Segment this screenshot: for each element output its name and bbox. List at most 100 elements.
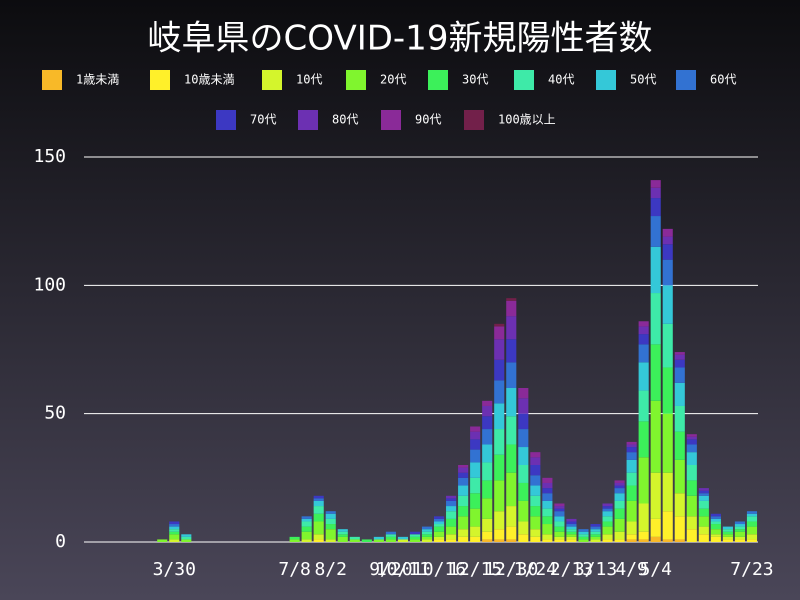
bar-segment	[458, 477, 469, 486]
bar-segment	[518, 429, 529, 448]
bar-segment	[614, 508, 625, 519]
bar-segment	[482, 539, 493, 542]
bar-segment	[482, 429, 493, 445]
bar-segment	[554, 508, 565, 512]
y-tick-label: 150	[33, 146, 66, 167]
bar-segment	[554, 539, 565, 542]
bar-segment	[530, 516, 541, 530]
bar-segment	[446, 526, 457, 535]
x-tick-label: 3/30	[153, 559, 196, 580]
bar-segment	[313, 534, 324, 540]
bar-segment	[590, 531, 601, 535]
bar-segment	[506, 362, 517, 388]
bar-segment	[698, 488, 709, 491]
bar-segment	[506, 416, 517, 445]
bar-segment	[169, 531, 180, 535]
bar-segment	[313, 498, 324, 501]
bar-segment	[746, 513, 758, 517]
bar-segment	[385, 536, 396, 540]
bar-segment	[482, 480, 493, 499]
bar-segment	[602, 506, 613, 509]
bar-segment	[301, 521, 312, 527]
bar-segment	[686, 436, 697, 440]
bar-segment	[674, 405, 685, 432]
bar-segment	[554, 506, 565, 509]
bar-segment	[530, 475, 541, 486]
bar-segment	[421, 531, 433, 535]
bar-segment	[638, 539, 649, 542]
bar-segment	[506, 300, 517, 317]
bar-segment	[494, 403, 505, 430]
legend-label: 1歳未満	[76, 73, 119, 87]
bar-segment	[542, 493, 553, 501]
legend-label: 50代	[630, 73, 656, 87]
bar-segment	[650, 187, 661, 199]
bar-segment	[385, 539, 396, 542]
bar-segment	[614, 480, 625, 483]
bar-segment	[710, 516, 721, 519]
bar-segment	[518, 447, 529, 465]
bar-segment	[686, 495, 697, 517]
bar-segment	[446, 506, 457, 512]
bar-segment	[470, 536, 481, 542]
bar-segment	[157, 539, 168, 542]
bar-segment	[686, 516, 697, 530]
legend-label: 30代	[462, 73, 488, 87]
x-tick-label: 1/24	[514, 559, 557, 580]
legend-label: 70代	[250, 113, 276, 127]
legend-label: 20代	[380, 73, 406, 87]
bar-segment	[662, 511, 673, 540]
x-tick-label: 8/2	[314, 559, 347, 580]
bar-segment	[722, 529, 733, 532]
bar-segment	[301, 518, 312, 522]
bar-segment	[470, 439, 481, 450]
bar-segment	[734, 531, 746, 537]
bar-segment	[638, 390, 649, 422]
bar-segment	[626, 472, 637, 486]
bar-segment	[602, 508, 613, 512]
bar-segment	[349, 536, 360, 540]
bar-segment	[542, 477, 553, 483]
bar-segment	[614, 488, 625, 494]
bar-segment	[542, 508, 553, 517]
bar-segment	[554, 531, 565, 537]
bar-segment	[542, 500, 553, 509]
bar-segment	[494, 323, 505, 327]
chart-title: 岐阜県のCOVID-19新規陽性者数	[148, 19, 653, 59]
bar-segment	[169, 524, 180, 527]
bar-segment	[313, 495, 324, 499]
bar-segment	[169, 529, 180, 532]
bar-segment	[421, 534, 433, 537]
x-tick-label: 5/4	[639, 559, 672, 580]
bar-segment	[301, 539, 312, 542]
bar-segment	[578, 531, 589, 535]
y-tick-label: 0	[55, 531, 66, 552]
bar-segment	[698, 534, 709, 542]
bar-segment	[638, 457, 649, 504]
bar-segment	[686, 439, 697, 445]
bar-segment	[722, 526, 733, 530]
bar-segment	[590, 539, 601, 542]
bar-segment	[674, 539, 685, 542]
bar-segment	[530, 452, 541, 458]
bar-segment	[470, 462, 481, 478]
legend-label: 40代	[548, 73, 574, 87]
bar-segment	[710, 524, 721, 530]
bar-segment	[446, 518, 457, 527]
bar-segment	[566, 529, 577, 532]
bar-segment	[542, 524, 553, 535]
bar-segment	[638, 531, 649, 540]
bar-segment	[458, 516, 469, 530]
bar-segment	[734, 521, 746, 525]
bar-segment	[734, 526, 746, 530]
bar-segment	[722, 539, 733, 542]
bar-segment	[482, 400, 493, 406]
bar-segment	[746, 526, 758, 535]
bar-segment	[325, 539, 336, 542]
bar-segment	[446, 500, 457, 507]
bar-segment	[482, 416, 493, 430]
bar-segment	[578, 534, 589, 537]
bar-segment	[566, 531, 577, 535]
bar-segment	[470, 508, 481, 527]
bar-segment	[638, 321, 649, 327]
